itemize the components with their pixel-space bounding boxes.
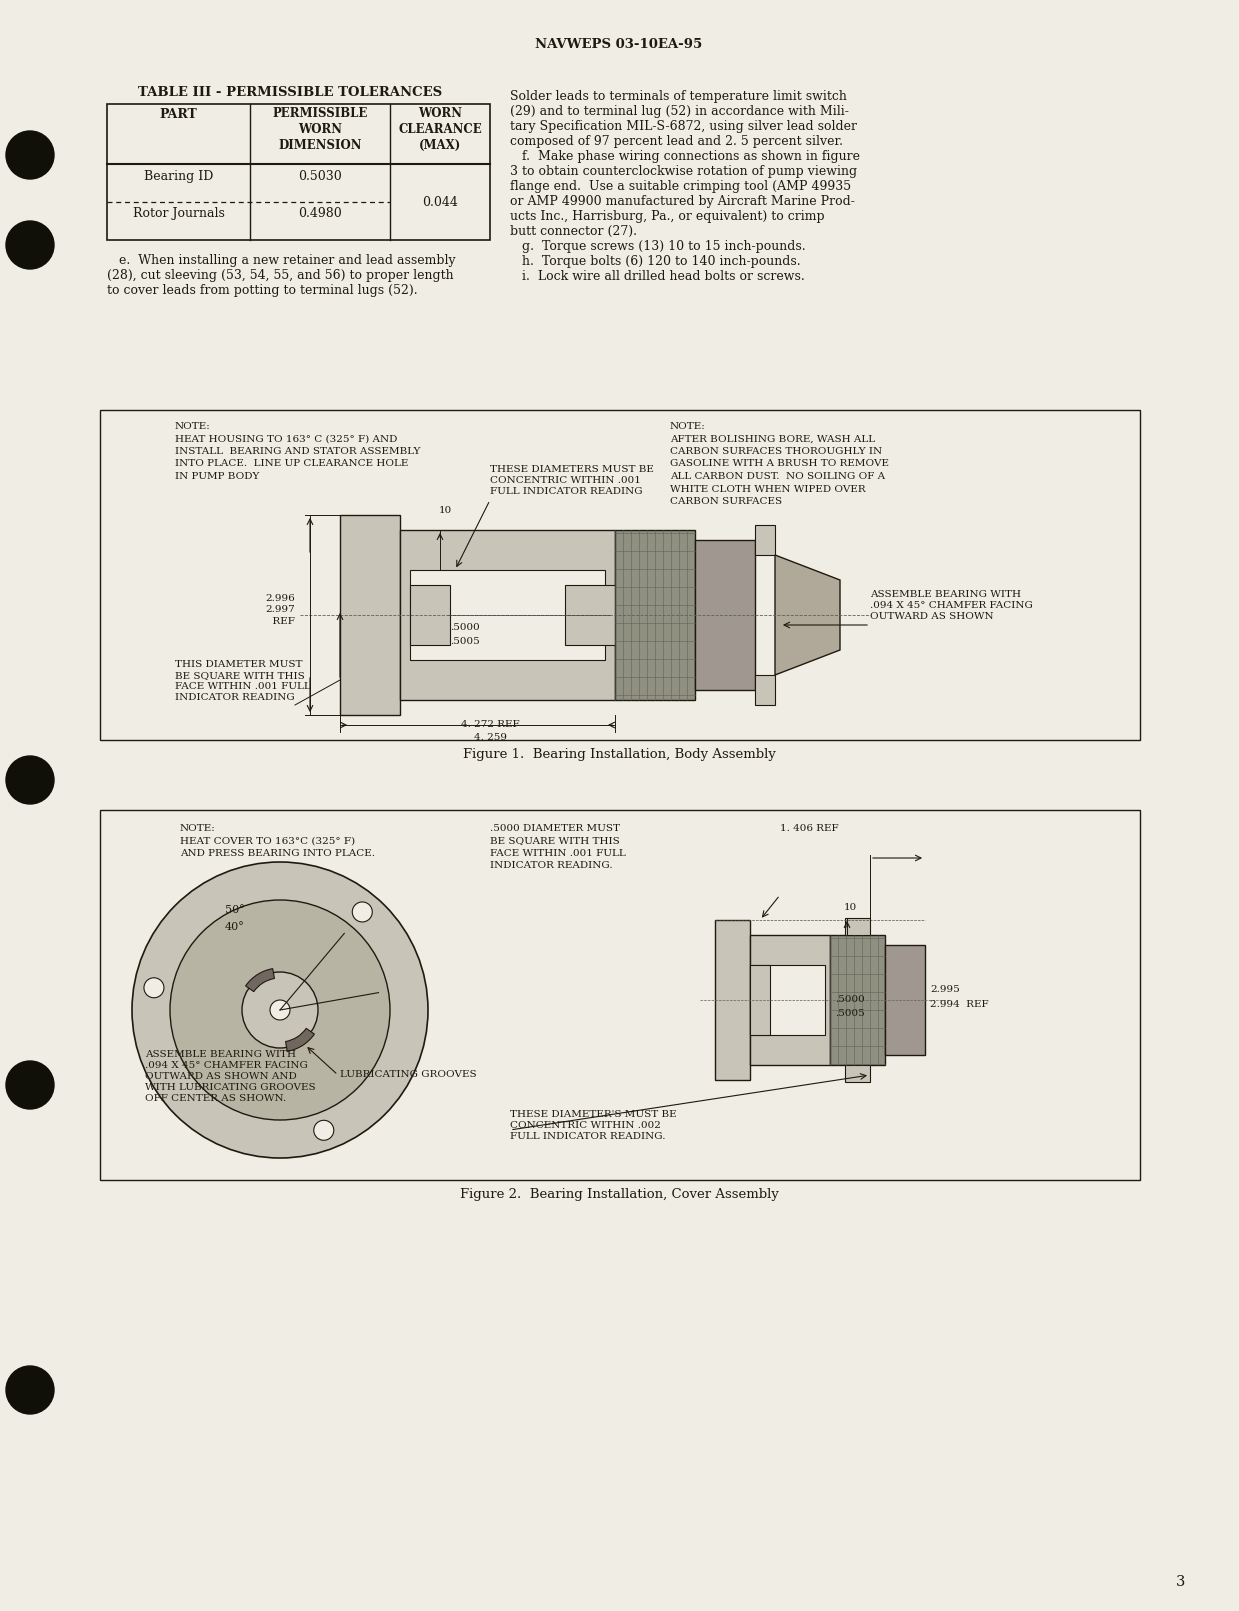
Text: 0.4980: 0.4980 [299,206,342,221]
Circle shape [313,1120,333,1141]
Text: NOTE:
AFTER BOLISHING BORE, WASH ALL
CARBON SURFACES THOROUGHLY IN
GASOLINE WITH: NOTE: AFTER BOLISHING BORE, WASH ALL CAR… [670,422,890,506]
Bar [400,530,615,701]
Text: 3: 3 [1176,1576,1184,1588]
Text: or AMP 49900 manufactured by Aircraft Marine Prod-: or AMP 49900 manufactured by Aircraft Ma… [510,195,855,208]
Bar [845,1065,870,1083]
Bar [695,540,755,690]
Text: f.  Make phase wiring connections as shown in figure: f. Make phase wiring connections as show… [510,150,860,163]
Bar [615,530,695,701]
Bar [750,965,825,1034]
Circle shape [270,1000,290,1020]
Wedge shape [245,968,275,992]
Text: 10: 10 [439,506,452,516]
Text: e.  When installing a new retainer and lead assembly: e. When installing a new retainer and le… [107,255,456,267]
Text: (28), cut sleeving (53, 54, 55, and 56) to proper length: (28), cut sleeving (53, 54, 55, and 56) … [107,269,453,282]
Circle shape [352,902,372,921]
Text: 0.5030: 0.5030 [299,171,342,184]
Wedge shape [285,1028,315,1052]
Bar [339,516,400,715]
Circle shape [242,971,318,1049]
Text: 4. 272 REF: 4. 272 REF [461,720,519,730]
Text: Figure 2.  Bearing Installation, Cover Assembly: Figure 2. Bearing Installation, Cover As… [460,1187,778,1200]
Text: ASSEMBLE BEARING WITH
.094 X 45° CHAMFER FACING
OUTWARD AS SHOWN AND
WITH LUBRIC: ASSEMBLE BEARING WITH .094 X 45° CHAMFER… [145,1050,316,1104]
Text: .5000 DIAMETER MUST
BE SQUARE WITH THIS
FACE WITHIN .001 FULL
INDICATOR READING.: .5000 DIAMETER MUST BE SQUARE WITH THIS … [489,823,626,870]
Text: NOTE:
HEAT COVER TO 163°C (325° F)
AND PRESS BEARING INTO PLACE.: NOTE: HEAT COVER TO 163°C (325° F) AND P… [180,823,375,859]
Bar [410,585,450,644]
Circle shape [170,901,390,1120]
Text: LUBRICATING GROOVES: LUBRICATING GROOVES [339,1070,477,1079]
Text: .5000: .5000 [450,623,479,632]
Text: 10: 10 [844,904,856,912]
Text: 40°: 40° [225,921,245,933]
Text: 2.996
2.997
  REF: 2.996 2.997 REF [265,594,295,625]
Text: NAVWEPS 03-10EA-95: NAVWEPS 03-10EA-95 [535,39,703,52]
Bar [100,810,1140,1179]
Text: 3 to obtain counterclockwise rotation of pump viewing: 3 to obtain counterclockwise rotation of… [510,164,857,177]
Bar [715,920,750,1079]
Text: 4. 259: 4. 259 [473,733,507,743]
Text: 0.044: 0.044 [422,195,458,208]
Bar [755,675,776,706]
Text: ucts Inc., Harrisburg, Pa., or equivalent) to crimp: ucts Inc., Harrisburg, Pa., or equivalen… [510,209,825,222]
Text: Bearing ID: Bearing ID [144,171,213,184]
Text: THESE DIAMETERS MUST BE
CONCENTRIC WITHIN .001
FULL INDICATOR READING: THESE DIAMETERS MUST BE CONCENTRIC WITHI… [489,466,654,496]
Text: WORN
CLEARANCE
(MAX): WORN CLEARANCE (MAX) [398,106,482,151]
Text: PERMISSIBLE
WORN
DIMENSION: PERMISSIBLE WORN DIMENSION [273,106,368,151]
Text: TABLE III - PERMISSIBLE TOLERANCES: TABLE III - PERMISSIBLE TOLERANCES [138,85,442,98]
Text: PART: PART [160,108,197,121]
Bar [565,585,615,644]
Bar [100,411,1140,739]
Text: i.  Lock wire all drilled head bolts or screws.: i. Lock wire all drilled head bolts or s… [510,271,805,284]
Circle shape [133,862,427,1158]
Text: butt connector (27).: butt connector (27). [510,226,637,238]
Text: (29) and to terminal lug (52) in accordance with Mili-: (29) and to terminal lug (52) in accorda… [510,105,849,118]
Text: h.  Torque bolts (6) 120 to 140 inch-pounds.: h. Torque bolts (6) 120 to 140 inch-poun… [510,255,800,267]
Circle shape [6,1062,55,1108]
Text: Figure 1.  Bearing Installation, Body Assembly: Figure 1. Bearing Installation, Body Ass… [462,748,776,760]
Text: to cover leads from potting to terminal lugs (52).: to cover leads from potting to terminal … [107,284,418,296]
Text: Rotor Journals: Rotor Journals [133,206,224,221]
Circle shape [6,221,55,269]
Circle shape [6,130,55,179]
Text: NOTE:
HEAT HOUSING TO 163° C (325° F) AND
INSTALL  BEARING AND STATOR ASSEMBLY
I: NOTE: HEAT HOUSING TO 163° C (325° F) AN… [175,422,420,482]
Circle shape [6,756,55,804]
Text: 50°: 50° [225,905,245,915]
Text: ASSEMBLE BEARING WITH
.094 X 45° CHAMFER FACING
OUTWARD AS SHOWN: ASSEMBLE BEARING WITH .094 X 45° CHAMFER… [870,590,1033,622]
Text: 2.994  REF: 2.994 REF [930,1000,989,1008]
Text: .5000: .5000 [835,996,865,1004]
Text: composed of 97 percent lead and 2. 5 percent silver.: composed of 97 percent lead and 2. 5 per… [510,135,843,148]
Bar [410,570,605,661]
Bar [755,525,776,556]
Bar [845,918,870,934]
Text: .5005: .5005 [835,1008,865,1018]
Bar [107,105,489,240]
Text: tary Specification MIL-S-6872, using silver lead solder: tary Specification MIL-S-6872, using sil… [510,119,857,134]
Bar [885,946,926,1055]
Text: g.  Torque screws (13) 10 to 15 inch-pounds.: g. Torque screws (13) 10 to 15 inch-poun… [510,240,805,253]
Text: 1. 406 REF: 1. 406 REF [781,823,839,833]
Bar [830,934,885,1065]
Text: THESE DIAMETER'S MUST BE
CONCENTRIC WITHIN .002
FULL INDICATOR READING.: THESE DIAMETER'S MUST BE CONCENTRIC WITH… [510,1110,676,1141]
Polygon shape [776,556,840,675]
Bar [750,965,769,1034]
Circle shape [6,1366,55,1414]
Bar [750,934,830,1065]
Text: flange end.  Use a suitable crimping tool (AMP 49935: flange end. Use a suitable crimping tool… [510,180,851,193]
Text: 2.995: 2.995 [930,984,960,994]
Circle shape [144,978,164,997]
Text: .5005: .5005 [450,636,479,646]
Text: Solder leads to terminals of temperature limit switch: Solder leads to terminals of temperature… [510,90,847,103]
Text: THIS DIAMETER MUST
BE SQUARE WITH THIS
FACE WITHIN .001 FULL
INDICATOR READING: THIS DIAMETER MUST BE SQUARE WITH THIS F… [175,661,311,702]
